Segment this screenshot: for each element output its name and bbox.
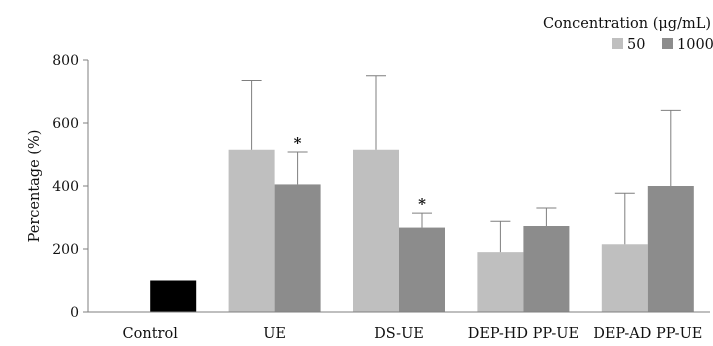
y-ticks-layer: 0 200 400 600 800 (52, 53, 88, 321)
significance-marker: * (294, 134, 302, 152)
bar-series-1000 (399, 227, 445, 312)
significance-marker: * (418, 195, 426, 213)
y-tick-label: 0 (70, 305, 79, 321)
bar-series-50 (228, 149, 275, 312)
bar-series-50 (477, 252, 524, 312)
y-tick-label: 200 (52, 242, 79, 258)
y-axis-title: Percentage (%) (27, 130, 43, 243)
legend-swatch-1000 (662, 38, 673, 49)
category-labels-layer: Control UE DS-UE DEP-HD PP-UE DEP-AD PP-UE (123, 326, 703, 342)
y-tick-label: 600 (52, 116, 79, 132)
x-category-label: UE (263, 326, 286, 341)
legend: Concentration (μg/mL) 50 1000 (543, 16, 713, 53)
significance-layer: ** (294, 134, 426, 213)
x-category-label: DEP-HD PP-UE (468, 326, 579, 341)
x-category-label: Control (123, 326, 179, 341)
x-category-label: DS-UE (374, 326, 424, 341)
x-category-label: DEP-AD PP-UE (593, 326, 702, 341)
bar-series-50 (601, 244, 648, 312)
legend-label-50: 50 (627, 37, 645, 53)
legend-label-1000: 1000 (677, 37, 713, 53)
bars-layer (150, 149, 694, 312)
legend-title: Concentration (μg/mL) (543, 16, 711, 32)
y-tick-label: 800 (52, 53, 79, 69)
bar-series-1000 (647, 186, 694, 312)
bar-series-50 (353, 149, 399, 312)
bar-series-1000 (523, 226, 570, 312)
bar-series-1000 (274, 184, 321, 312)
error-bars-layer (241, 75, 681, 253)
legend-swatch-50 (612, 38, 623, 49)
y-tick-label: 400 (52, 179, 79, 195)
bar-control (150, 280, 197, 312)
